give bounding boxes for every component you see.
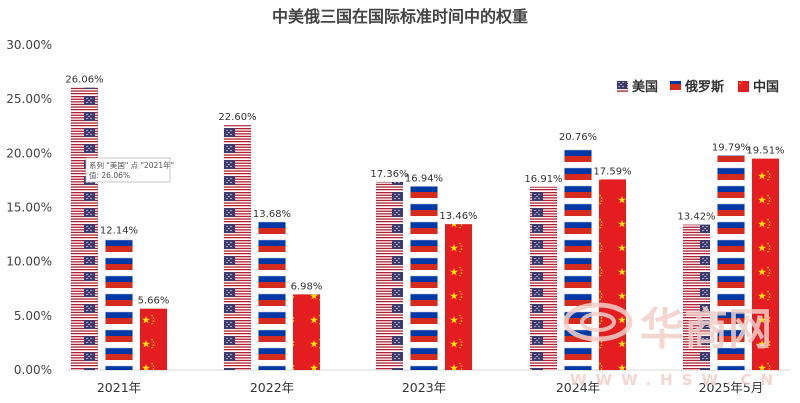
data-label: 6.98% [291,281,323,292]
watermark-logo-text: 华商网 [640,304,772,355]
data-label: 13.46% [439,211,477,222]
data-label: 16.94% [405,173,443,184]
bar-usa[interactable] [223,124,252,371]
y-tick-label: 5.00% [14,309,52,323]
data-label: 19.79% [712,143,750,154]
data-label: 13.68% [253,209,291,220]
bar-usa[interactable] [375,181,404,371]
data-labels-group: 26.06% 12.14% 5.66% 22.60% 13.68% 6.98% 17.36%… [65,75,784,307]
bar-usa[interactable] [529,186,558,371]
data-label: 26.06% [65,75,103,86]
bar-russia[interactable] [105,238,133,371]
data-label: 17.59% [593,166,631,177]
y-tick-label: 15.00% [6,201,52,215]
data-label: 5.66% [138,296,170,307]
y-axis: 0.00% 5.00% 10.00% 15.00% 20.00% 25.00% 30.00% [6,38,52,377]
bar-china[interactable] [751,158,780,371]
bar-usa[interactable] [682,224,711,371]
data-label: 20.76% [559,132,597,143]
data-label: 22.60% [218,112,256,123]
legend-swatch-russia [669,80,682,93]
bar-russia[interactable] [258,221,286,371]
bar-usa[interactable] [70,87,99,371]
legend-swatch-usa [616,80,629,93]
x-tick-label: 2023年 [402,380,446,395]
legend-label: 中国 [753,79,779,95]
x-tick-label: 2022年 [250,380,294,395]
watermark-url: WWW.HSW.CN [570,371,782,389]
chart-title: 中美俄三国在国际标准时间中的权重 [272,7,528,26]
bar-russia[interactable] [410,186,438,371]
y-tick-label: 20.00% [6,146,52,160]
legend-swatch-china [737,80,750,93]
y-tick-label: 30.00% [6,38,52,52]
legend-label: 美国 [632,79,658,95]
x-tick-label: 2025年5月 [699,380,764,395]
watermark-logo-icon [563,302,633,342]
bar-china[interactable] [292,294,321,371]
y-tick-label: 10.00% [6,255,52,269]
tooltip-line-1: 系列 "美国" 点 "2021年" [89,160,174,170]
data-label: 17.36% [370,169,408,180]
data-label: 16.91% [524,174,562,185]
bar-russia[interactable] [717,155,745,371]
tooltip-line-2: 值: 26.06% [89,170,130,180]
watermark: 华商网 WWW.HSW.CN [563,302,782,389]
data-label: 13.42% [677,212,715,223]
legend: 美国 俄罗斯 中国 [616,79,779,95]
tooltip-box [85,157,171,183]
y-tick-label: 0.00% [14,363,52,377]
x-tick-label: 2021年 [97,380,141,395]
legend-label: 俄罗斯 [684,79,724,95]
data-label: 12.14% [100,225,138,236]
y-tick-label: 25.00% [6,92,52,106]
x-axis: 2021年 2022年 2023年 2024年 2025年5月 [97,380,764,395]
bar-china[interactable] [139,308,168,371]
bar-china[interactable] [598,179,627,371]
tooltip: 系列 "美国" 点 "2021年" 值: 26.06% [85,157,174,183]
data-label: 19.51% [746,146,784,157]
bar-china[interactable] [444,223,473,371]
x-tick-label: 2024年 [556,380,600,395]
